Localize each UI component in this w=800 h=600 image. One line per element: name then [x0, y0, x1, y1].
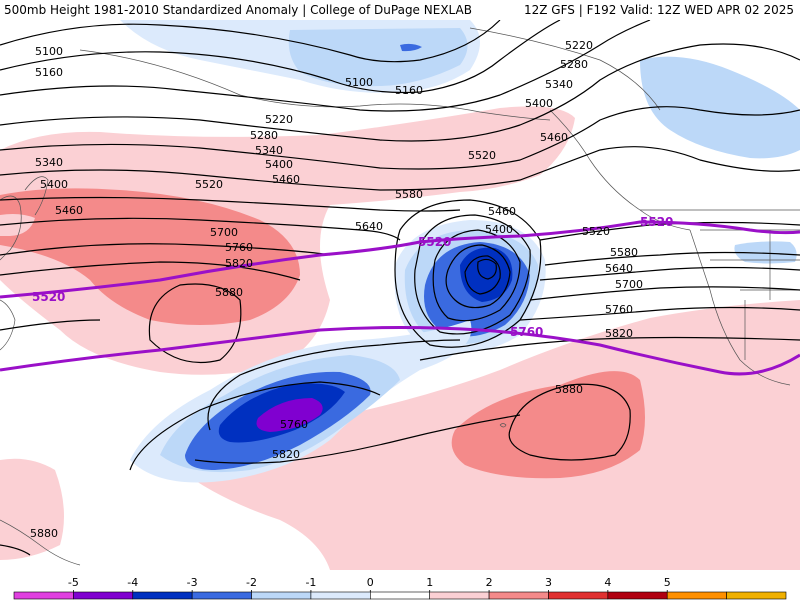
anomaly-colorbar: -5 -4 -3 -2 -1 0 1 2 3 4 5	[0, 570, 800, 600]
contour-label: 5760	[280, 418, 308, 431]
anomaly-pos-sw	[0, 458, 64, 560]
highlight-label-5760: 5760	[510, 325, 543, 339]
contour-label: 5160	[395, 84, 423, 97]
anomaly-map: 5100 5160 5100 5160 5220 5280 5340 5400 …	[0, 20, 800, 570]
contour-label: 5880	[215, 286, 243, 299]
colorbar-box	[251, 591, 312, 600]
map-header: 500mb Height 1981-2010 Standardized Anom…	[0, 0, 800, 20]
contour-label: 5580	[610, 246, 638, 259]
colorbar-box	[666, 591, 727, 600]
contour-label: 5400	[40, 178, 68, 191]
contour-label: 5520	[582, 225, 610, 238]
anomaly-neg-cutoff-3	[460, 247, 513, 302]
highlight-label-5520-west: 5520	[32, 290, 65, 304]
contour-label: 5640	[355, 220, 383, 233]
contour-label: 5460	[272, 173, 300, 186]
colorbar-box	[488, 591, 549, 600]
colorbar-box	[370, 591, 430, 600]
contour-label: 5700	[615, 278, 643, 291]
contour-label: 5760	[605, 303, 633, 316]
colorbar-boxes	[13, 591, 787, 600]
colorbar-tick-label: -2	[246, 576, 257, 589]
anomaly-neg-trough-core	[256, 398, 323, 432]
contour-label: 5820	[605, 327, 633, 340]
colorbar-box	[191, 591, 252, 600]
anomaly-neg-canada	[640, 56, 800, 159]
highlight-contour-5520	[0, 220, 800, 299]
contour-label: 5880	[30, 527, 58, 540]
colorbar-box	[310, 591, 371, 600]
contour-label: 5400	[525, 97, 553, 110]
colorbar-box	[548, 591, 609, 600]
colorbar-tick-label: -4	[127, 576, 138, 589]
anomaly-shading	[0, 20, 800, 570]
contour-label: 5700	[210, 226, 238, 239]
colorbar-tick-label: 0	[367, 576, 374, 589]
colorbar-tick-label: 5	[664, 576, 671, 589]
anomaly-pos-wpac-inner	[0, 214, 35, 236]
colorbar-box	[132, 591, 193, 600]
contour-labels: 5100 5160 5100 5160 5220 5280 5340 5400 …	[30, 39, 673, 540]
contour-label: 5160	[35, 66, 63, 79]
anomaly-pos-wpac-mid	[0, 188, 300, 325]
contour-label: 5220	[565, 39, 593, 52]
contour-label: 5820	[272, 448, 300, 461]
anomaly-neg-alaska-inner	[288, 28, 468, 87]
anomaly-neg-us	[734, 241, 797, 264]
highlight-label-5520-east: 5520	[640, 215, 673, 229]
colorbar-box	[73, 591, 134, 600]
contour-label: 5400	[265, 158, 293, 171]
colorbar-tick-label: 2	[486, 576, 493, 589]
colorbar-box	[726, 591, 787, 600]
colorbar-ticks: -5 -4 -3 -2 -1 0 1 2 3 4 5	[68, 576, 671, 592]
contour-label: 5640	[605, 262, 633, 275]
coastlines	[0, 27, 800, 566]
colorbar-tick-label: -3	[187, 576, 198, 589]
contour-label: 5400	[485, 223, 513, 236]
contour-label: 5460	[540, 131, 568, 144]
contour-label: 5100	[345, 76, 373, 89]
model-run-info: 12Z GFS | F192 Valid: 12Z WED APR 02 202…	[523, 3, 794, 17]
contour-label: 5520	[468, 149, 496, 162]
anomaly-pos-cpac-mid	[451, 371, 645, 479]
contour-label: 5460	[55, 204, 83, 217]
contour-label: 5340	[545, 78, 573, 91]
map-title: 500mb Height 1981-2010 Standardized Anom…	[4, 3, 472, 17]
highlight-contour-5760	[0, 326, 800, 376]
contour-label: 5340	[35, 156, 63, 169]
contour-label: 5580	[395, 188, 423, 201]
colorbar-tick-label: 3	[545, 576, 552, 589]
contour-label: 5460	[488, 205, 516, 218]
colorbar-tick-label: 1	[426, 576, 433, 589]
contour-label: 5280	[560, 58, 588, 71]
colorbar-tick-label: 4	[604, 576, 611, 589]
contour-label: 5520	[195, 178, 223, 191]
colorbar-tick-label: -5	[68, 576, 79, 589]
contour-label: 5820	[225, 257, 253, 270]
anomaly-neg-alaska-core	[400, 43, 422, 52]
highlight-label-5520-mid: 5520	[418, 235, 451, 249]
colorbar-box	[607, 591, 668, 600]
contour-label: 5340	[255, 144, 283, 157]
colorbar-box	[429, 591, 490, 600]
contour-label: 5100	[35, 45, 63, 58]
colorbar-box	[13, 591, 74, 600]
contour-label: 5880	[555, 383, 583, 396]
highlight-contours	[0, 220, 800, 376]
contour-label: 5760	[225, 241, 253, 254]
contour-label: 5280	[250, 129, 278, 142]
contour-label: 5220	[265, 113, 293, 126]
height-contours	[0, 20, 800, 556]
colorbar-tick-label: -1	[305, 576, 316, 589]
